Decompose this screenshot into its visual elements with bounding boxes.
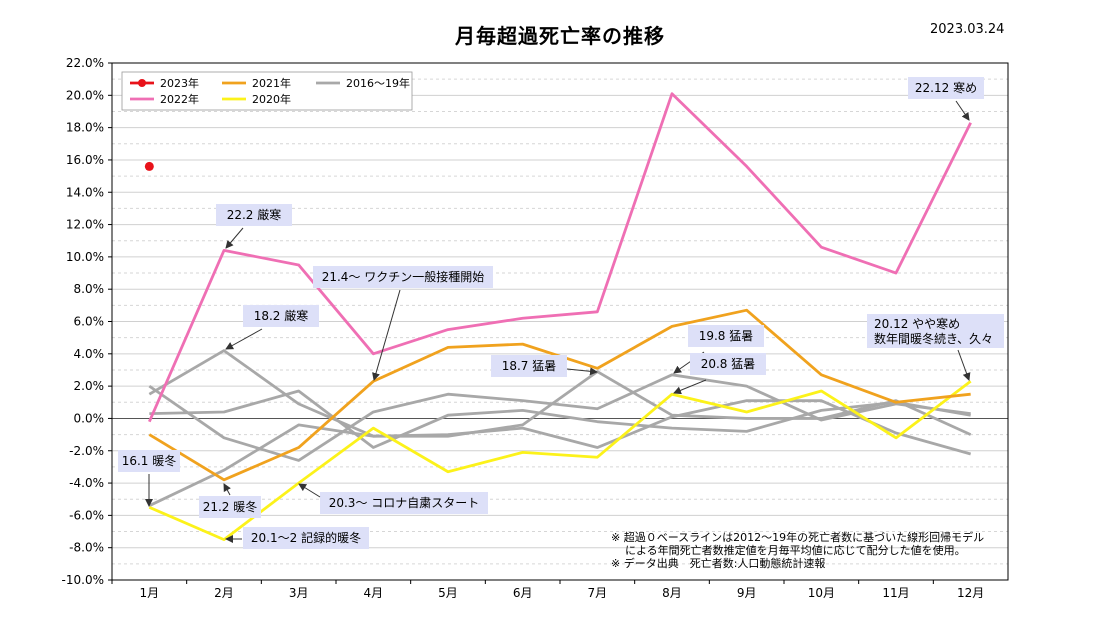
y-tick-label: 22.0% bbox=[66, 56, 104, 70]
series-point-2023 bbox=[144, 161, 154, 171]
x-tick-label: 2月 bbox=[214, 586, 234, 600]
annotation-label: 22.12 寒め bbox=[915, 80, 977, 95]
annotation-arrow bbox=[225, 328, 263, 350]
annotation-label: 19.8 猛暑 bbox=[699, 329, 754, 343]
annotation-box bbox=[690, 353, 766, 375]
y-tick-label: 4.0% bbox=[74, 347, 105, 361]
legend-label: 2016〜19年 bbox=[346, 76, 410, 90]
x-tick-label: 8月 bbox=[662, 586, 682, 600]
y-tick-label: -2.0% bbox=[69, 444, 104, 458]
legend-label: 2022年 bbox=[160, 92, 199, 106]
annotation-label: 16.1 暖冬 bbox=[122, 453, 177, 468]
x-tick-label: 6月 bbox=[513, 586, 533, 600]
footnote-line: ※ 超過０ベースラインは2012〜19年の死亡者数に基づいた線形回帰モデル bbox=[611, 530, 984, 544]
y-tick-label: 12.0% bbox=[66, 218, 104, 232]
series-line-1 bbox=[148, 92, 972, 423]
x-tick-label: 12月 bbox=[957, 586, 984, 600]
y-tick-label: 0.0% bbox=[74, 411, 105, 425]
legend-marker bbox=[138, 79, 146, 87]
y-tick-label: 8.0% bbox=[74, 282, 105, 296]
y-tick-label: 20.0% bbox=[66, 88, 104, 102]
annotation-arrow bbox=[225, 227, 244, 249]
y-tick-label: 6.0% bbox=[74, 315, 105, 329]
y-tick-label: -4.0% bbox=[69, 476, 104, 490]
annotation-box bbox=[491, 355, 567, 377]
annotation-arrow bbox=[223, 483, 231, 496]
annotation-label: 20.3〜 コロナ自粛スタート bbox=[329, 496, 480, 510]
footnote-line: による年間死亡者数推定値を月毎平均値に応じて配分した値を使用。 bbox=[625, 543, 966, 557]
annotation-label: 21.2 暖冬 bbox=[203, 499, 258, 514]
legend-label: 2021年 bbox=[252, 76, 291, 90]
annotation-box bbox=[867, 314, 1004, 348]
y-tick-label: -6.0% bbox=[69, 508, 104, 522]
annotation-label: 18.7 猛暑 bbox=[502, 359, 557, 373]
y-tick-label: -8.0% bbox=[69, 541, 104, 555]
series-line-5 bbox=[148, 373, 971, 462]
x-tick-label: 4月 bbox=[364, 586, 384, 600]
y-tick-label: 14.0% bbox=[66, 185, 104, 199]
series-line-3 bbox=[148, 380, 972, 542]
y-tick-label: -10.0% bbox=[62, 573, 104, 587]
x-tick-label: 5月 bbox=[438, 586, 458, 600]
x-tick-label: 1月 bbox=[140, 586, 160, 600]
annotation-arrow bbox=[955, 100, 970, 121]
annotation-box bbox=[199, 496, 261, 518]
series-line-7 bbox=[149, 389, 971, 449]
annotation-box bbox=[118, 450, 180, 472]
y-tick-label: 16.0% bbox=[66, 153, 104, 167]
chart-title: 月毎超過死亡率の推移 bbox=[455, 24, 665, 48]
annotation-label: 20.8 猛暑 bbox=[701, 357, 756, 371]
x-tick-label: 7月 bbox=[588, 586, 608, 600]
annotation-box bbox=[688, 325, 764, 347]
annotation-box bbox=[216, 204, 292, 226]
annotation-box bbox=[243, 527, 369, 549]
annotation-box bbox=[908, 77, 984, 99]
annotation-label: 20.1〜2 記録的暖冬 bbox=[251, 530, 361, 545]
legend-box bbox=[121, 71, 413, 111]
annotation-label: 20.12 やや寒め bbox=[874, 316, 960, 331]
annotation-label: 数年間暖冬続き、久々 bbox=[874, 331, 993, 346]
annotation-box bbox=[320, 492, 488, 514]
y-tick-label: 18.0% bbox=[66, 121, 104, 135]
series-line-6 bbox=[148, 399, 972, 507]
annotation-label: 18.2 厳寒 bbox=[254, 308, 309, 323]
legend-label: 2020年 bbox=[252, 92, 291, 106]
annotation-box bbox=[243, 305, 319, 327]
annotation-label: 22.2 厳寒 bbox=[227, 207, 282, 222]
chart-date: 2023.03.24 bbox=[930, 22, 1005, 37]
y-tick-label: 2.0% bbox=[74, 379, 105, 393]
annotation-arrow bbox=[298, 483, 321, 498]
annotation-arrow bbox=[566, 367, 598, 376]
annotation-arrow bbox=[673, 379, 707, 395]
x-tick-label: 9月 bbox=[737, 586, 757, 600]
annotation-arrow bbox=[372, 289, 401, 381]
y-tick-label: 10.0% bbox=[66, 250, 104, 264]
annotation-label: 21.4〜 ワクチン一般接種開始 bbox=[322, 269, 485, 284]
annotation-box bbox=[313, 266, 493, 288]
annotation-arrow bbox=[957, 349, 971, 381]
x-tick-label: 10月 bbox=[808, 586, 835, 600]
x-tick-label: 3月 bbox=[289, 586, 309, 600]
legend-label: 2023年 bbox=[160, 76, 199, 90]
x-tick-label: 11月 bbox=[882, 586, 909, 600]
footnote-line: ※ データ出典 死亡者数:人口動態統計速報 bbox=[611, 556, 825, 570]
